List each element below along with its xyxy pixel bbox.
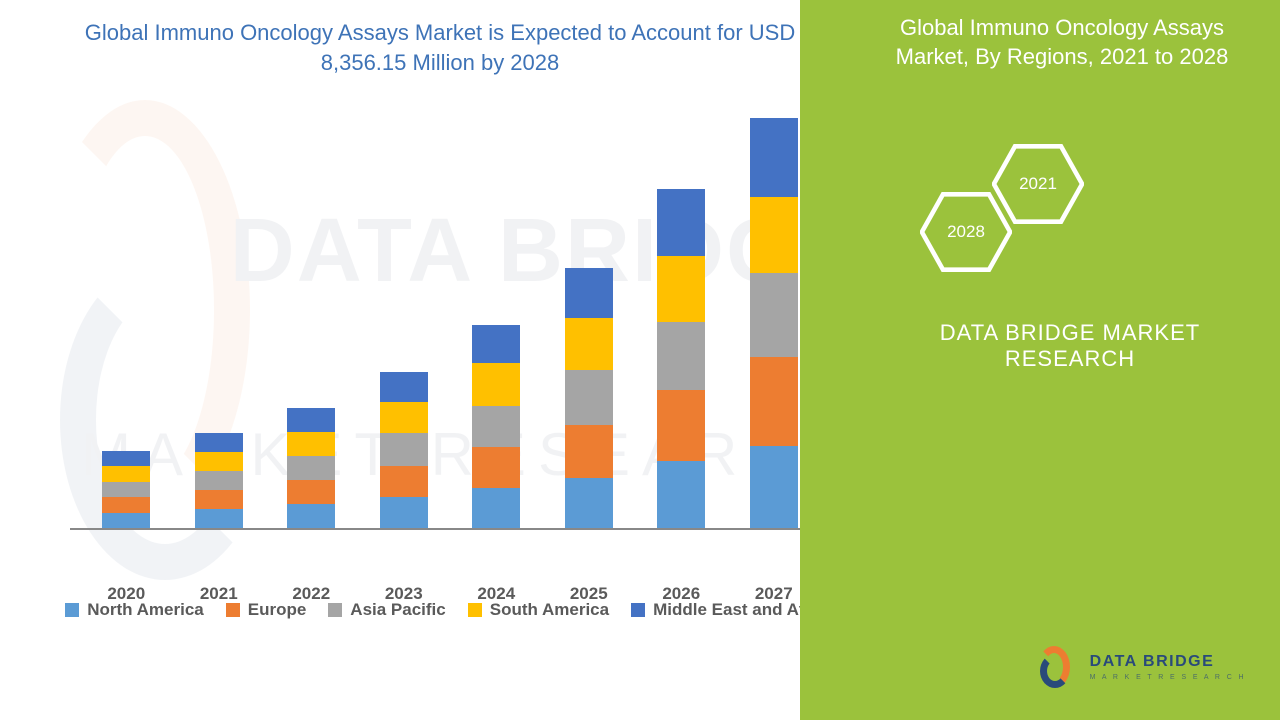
bar-segment (380, 497, 428, 528)
bar-segment (565, 425, 613, 478)
bar-column (195, 433, 243, 528)
legend: North America Europe Asia Pacific South Ame… (50, 600, 850, 620)
legend-swatch (468, 603, 482, 617)
bar-column (565, 268, 613, 528)
legend-swatch (226, 603, 240, 617)
bar-segment (102, 497, 150, 512)
logo-secondary-text: M A R K E T R E S E A R C H (1090, 674, 1246, 681)
legend-swatch (631, 603, 645, 617)
bar-segment (195, 471, 243, 490)
bar-stack (657, 189, 705, 528)
bar-segment (657, 461, 705, 528)
bar-segment (472, 363, 520, 406)
bar-segment (287, 432, 335, 456)
bar-column (472, 325, 520, 528)
legend-swatch (65, 603, 79, 617)
bar-segment (657, 390, 705, 461)
bar-segment (195, 452, 243, 471)
bar-segment (195, 490, 243, 509)
bar-column (380, 372, 428, 528)
legend-item: South America (468, 600, 609, 620)
bars-container (70, 100, 830, 528)
panel-brand-text: DATA BRIDGE MARKET RESEARCH (890, 320, 1250, 372)
bar-segment (287, 504, 335, 528)
bar-segment (565, 268, 613, 318)
bar-segment (380, 466, 428, 497)
bar-segment (195, 433, 243, 452)
bar-stack (287, 408, 335, 528)
bar-segment (657, 256, 705, 321)
bar-segment (472, 447, 520, 488)
plot-area (70, 100, 830, 530)
legend-item: Asia Pacific (328, 600, 445, 620)
panel-title: Global Immuno Oncology Assays Market, By… (862, 14, 1262, 71)
bar-segment (380, 402, 428, 433)
bar-segment (472, 406, 520, 447)
bar-segment (657, 189, 705, 256)
bar-segment (102, 482, 150, 497)
bar-stack (472, 325, 520, 528)
legend-label: South America (490, 600, 609, 620)
hexagon-2021: 2021 (992, 144, 1084, 224)
logo-arc-blue (1040, 654, 1070, 688)
bar-segment (750, 357, 798, 446)
bar-segment (750, 118, 798, 197)
bar-stack (750, 118, 798, 528)
bar-segment (657, 322, 705, 391)
bar-segment (102, 513, 150, 528)
bar-segment (195, 509, 243, 528)
legend-label: Europe (248, 600, 307, 620)
bar-stack (102, 451, 150, 528)
bar-stack (380, 372, 428, 528)
page-root: DATA BRIDGE MARKET RESEARCH Global Immun… (0, 0, 1280, 720)
bar-segment (565, 478, 613, 528)
bar-column (657, 189, 705, 528)
logo-text: DATA BRIDGE M A R K E T R E S E A R C H (1090, 654, 1246, 681)
stacked-bar-chart: 20202021202220232024202520262027 (70, 100, 830, 570)
bar-segment (750, 446, 798, 528)
bar-segment (287, 480, 335, 504)
legend-item: North America (65, 600, 204, 620)
hexagon-group: 2028 2021 (920, 140, 1120, 300)
bar-segment (472, 325, 520, 363)
legend-item: Europe (226, 600, 307, 620)
bar-stack (565, 268, 613, 528)
brand-logo: DATA BRIDGE M A R K E T R E S E A R C H (1034, 644, 1246, 690)
legend-swatch (328, 603, 342, 617)
legend-label: Asia Pacific (350, 600, 445, 620)
chart-title: Global Immuno Oncology Assays Market is … (60, 18, 820, 77)
legend-label: North America (87, 600, 204, 620)
hexagon-icon (992, 144, 1084, 224)
bar-segment (565, 370, 613, 425)
bar-stack (195, 433, 243, 528)
logo-mark-icon (1034, 644, 1080, 690)
bar-segment (287, 456, 335, 480)
bar-segment (565, 318, 613, 370)
bar-column (287, 408, 335, 528)
bar-segment (472, 488, 520, 528)
bar-segment (380, 372, 428, 403)
bar-segment (287, 408, 335, 432)
bar-segment (380, 433, 428, 466)
logo-primary-text: DATA BRIDGE (1090, 654, 1246, 670)
bar-segment (750, 197, 798, 273)
bar-segment (750, 273, 798, 357)
bar-segment (102, 466, 150, 481)
bar-column (750, 118, 798, 528)
right-panel: Global Immuno Oncology Assays Market, By… (800, 0, 1280, 720)
bar-column (102, 451, 150, 528)
bar-segment (102, 451, 150, 466)
